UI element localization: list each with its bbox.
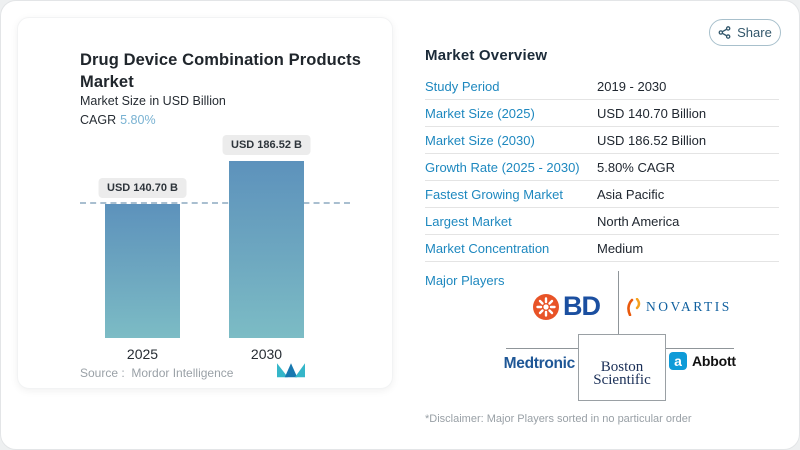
row-value: Medium	[597, 240, 644, 256]
table-row: Study Period 2019 - 2030	[425, 73, 779, 100]
players-horizontal-divider	[666, 348, 734, 349]
table-row: Market Size (2025) USD 140.70 Billion	[425, 100, 779, 127]
abbott-logo: a Abbott	[669, 352, 736, 370]
bar-value-label: USD 186.52 B	[222, 135, 311, 155]
players-horizontal-divider	[506, 348, 578, 349]
share-icon	[718, 26, 731, 39]
row-value: Asia Pacific	[597, 186, 665, 202]
disclaimer-text: *Disclaimer: Major Players sorted in no …	[425, 413, 692, 425]
share-label: Share	[737, 25, 772, 40]
novartis-logo: NOVARTIS	[627, 298, 732, 316]
row-value: USD 140.70 Billion	[597, 105, 707, 121]
source-value: Mordor Intelligence	[131, 366, 234, 380]
boston-scientific-wordmark-line2: Scientific	[593, 371, 651, 388]
table-row: Fastest Growing Market Asia Pacific	[425, 181, 779, 208]
row-label: Largest Market	[425, 213, 512, 229]
row-label: Study Period	[425, 78, 500, 94]
row-label: Fastest Growing Market	[425, 186, 563, 202]
share-button[interactable]: Share	[709, 19, 781, 46]
row-label: Growth Rate (2025 - 2030)	[425, 159, 580, 175]
row-value: USD 186.52 Billion	[597, 132, 707, 148]
bar-chart: USD 140.70 B USD 186.52 B 2025 2030	[80, 135, 350, 362]
cagr-line: CAGR 5.80%	[80, 113, 156, 127]
major-players-label: Major Players	[425, 273, 505, 288]
source-label: Source :	[80, 366, 125, 380]
abbott-a-icon: a	[669, 352, 687, 370]
row-label: Market Concentration	[425, 240, 550, 256]
cagr-label: CAGR	[80, 113, 117, 127]
x-axis-label: 2025	[126, 346, 159, 362]
table-row: Largest Market North America	[425, 208, 779, 235]
novartis-flame-icon	[627, 298, 641, 316]
table-row: Growth Rate (2025 - 2030) 5.80% CAGR	[425, 154, 779, 181]
bar	[229, 161, 304, 338]
table-row: Market Size (2030) USD 186.52 Billion	[425, 127, 779, 154]
source-attribution: Source : Mordor Intelligence	[80, 366, 233, 380]
row-value: 5.80% CAGR	[597, 159, 676, 175]
bd-wordmark: BD	[563, 291, 601, 321]
novartis-wordmark: NOVARTIS	[646, 299, 732, 314]
boston-scientific-logo: Boston Scientific	[578, 334, 666, 401]
row-label: Market Size (2030)	[425, 132, 535, 148]
bd-logo: BD	[533, 291, 601, 321]
bar-group-2030: USD 186.52 B	[222, 135, 311, 338]
bar-value-label: USD 140.70 B	[98, 178, 187, 198]
overview-title: Market Overview	[425, 47, 548, 64]
bar	[105, 204, 180, 338]
bd-sun-icon	[533, 293, 559, 320]
row-value: 2019 - 2030	[597, 78, 667, 94]
row-value: North America	[597, 213, 680, 229]
boston-scientific-wordmark-line1: Boston	[600, 358, 644, 375]
x-axis-label: 2030	[250, 346, 283, 362]
chart-title: Drug Device Combination Products Market	[80, 51, 361, 91]
chart-subtitle: Market Size in USD Billion	[80, 94, 226, 108]
overview-table: Study Period 2019 - 2030 Market Size (20…	[425, 73, 779, 262]
bar-group-2025: USD 140.70 B	[98, 178, 187, 338]
mordor-intelligence-logo-icon	[277, 361, 305, 383]
row-label: Market Size (2025)	[425, 105, 535, 121]
table-row: Market Concentration Medium	[425, 235, 779, 262]
chart-panel: Drug Device Combination Products Market …	[17, 17, 393, 389]
reference-dashed-line	[80, 202, 350, 204]
abbott-wordmark: Abbott	[692, 353, 736, 369]
players-vertical-divider	[618, 271, 619, 334]
cagr-value: 5.80%	[120, 113, 156, 127]
medtronic-wordmark: Medtronic	[503, 355, 576, 372]
